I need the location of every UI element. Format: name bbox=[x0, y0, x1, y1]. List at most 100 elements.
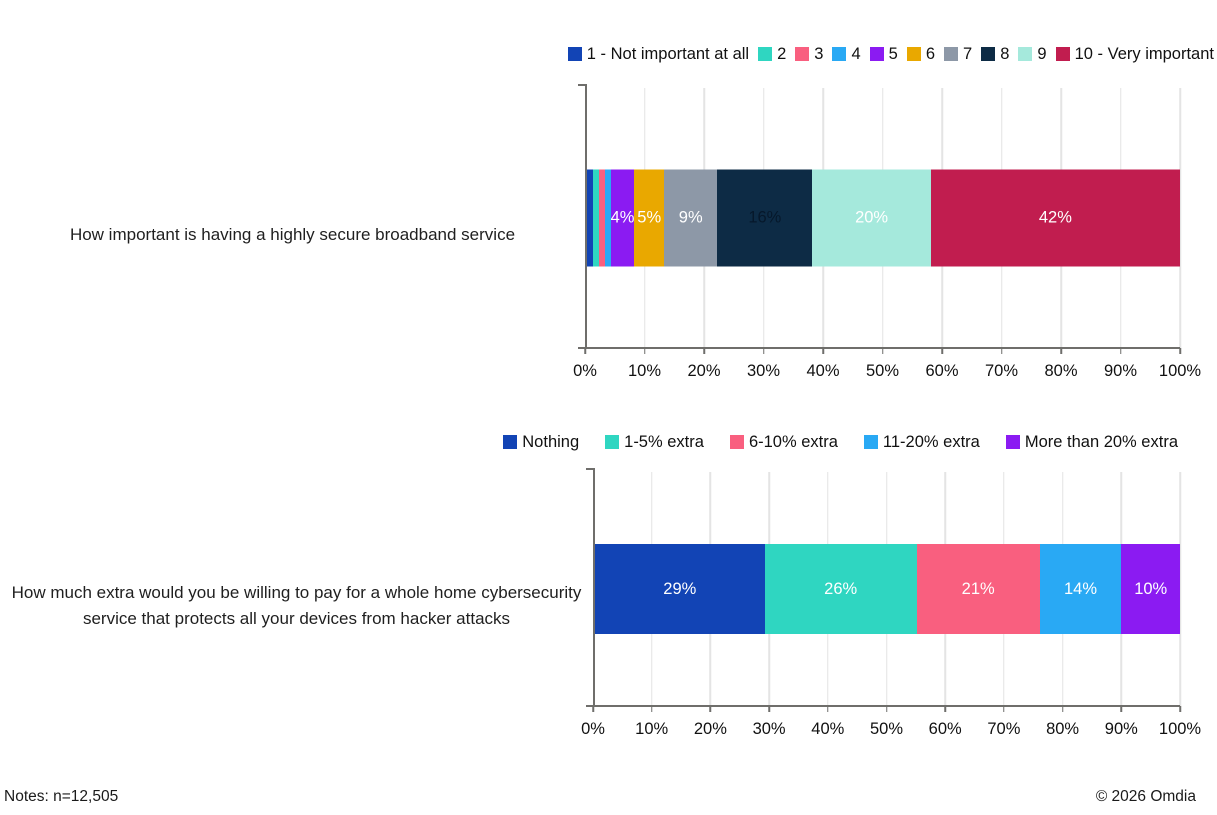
data-label: 26% bbox=[824, 579, 858, 598]
legend-item: 11-20% extra bbox=[863, 432, 980, 452]
legend-label: 1 - Not important at all bbox=[586, 44, 750, 63]
chart-body: How much extra would you be willing to p… bbox=[0, 468, 1217, 740]
stacked-bar: 4% 5% 9% 16% 20% 42% bbox=[587, 169, 1180, 267]
value-axis-tick bbox=[822, 348, 824, 354]
x-axis-tick-label: 40% bbox=[811, 720, 845, 738]
x-axis-tick-label: 40% bbox=[806, 362, 840, 380]
legend-swatch-icon bbox=[944, 47, 959, 61]
bar-segment: 10% bbox=[1121, 544, 1180, 634]
legend-swatch-icon bbox=[1005, 435, 1020, 449]
legend-item: 7 bbox=[944, 45, 972, 64]
data-label: 42% bbox=[1038, 208, 1072, 227]
bar-segment: 29% bbox=[595, 544, 765, 634]
category-axis-tick bbox=[578, 84, 585, 86]
legend-swatch-icon bbox=[503, 435, 518, 449]
legend-swatch-icon bbox=[863, 435, 878, 449]
value-axis-tick bbox=[584, 348, 586, 354]
category-axis-line bbox=[593, 468, 595, 706]
legend: 1 - Not important at all 2 3 4 5 6 7 8 9 10 - Ver… bbox=[0, 44, 1217, 64]
bar-segment: 16% bbox=[717, 169, 813, 267]
legend-item: 1-5% extra bbox=[605, 433, 704, 452]
bar-segment: 9% bbox=[664, 169, 718, 267]
footer-copyright: © 2026 Omdia bbox=[1095, 788, 1196, 805]
chart-broadband-security-importance: 1 - Not important at all 2 3 4 5 6 7 8 9 10 - Ver… bbox=[0, 44, 1217, 382]
value-axis-tick bbox=[1060, 348, 1062, 354]
legend-swatch-icon bbox=[981, 47, 996, 61]
x-axis-tick-label: 0% bbox=[573, 362, 597, 380]
value-axis-line bbox=[578, 347, 1180, 349]
value-axis-tick bbox=[1000, 348, 1003, 354]
legend-item: 10 - Very important bbox=[1055, 44, 1214, 64]
legend-swatch-icon bbox=[869, 47, 884, 61]
x-axis-tick-label: 70% bbox=[987, 720, 1021, 738]
bar-segment: 14% bbox=[1039, 544, 1122, 634]
x-axis-tick-label: 90% bbox=[1104, 720, 1138, 738]
chart-willingness-to-pay: Nothing 1-5% extra 6-10% extra 11-20% extra… bbox=[0, 432, 1217, 740]
legend-swatch-icon bbox=[906, 47, 921, 61]
plot-area: 29% 26% 21% 14% 10% bbox=[586, 468, 1181, 712]
x-axis-tick-label: 80% bbox=[1046, 720, 1080, 738]
bar-segment: 4% bbox=[610, 169, 635, 267]
bar-segment: 42% bbox=[930, 169, 1180, 267]
x-axis-tick-label: 60% bbox=[928, 720, 962, 738]
x-axis-tick-label: 20% bbox=[693, 720, 727, 738]
legend-label: 6-10% extra bbox=[748, 432, 838, 451]
legend-label: 5 bbox=[888, 44, 898, 63]
value-axis-tick bbox=[592, 706, 594, 712]
x-axis-tick-label: 60% bbox=[925, 362, 959, 380]
footer: Notes: n=12,505 © 2026 Omdia bbox=[4, 788, 1196, 806]
value-axis-tick bbox=[709, 706, 712, 712]
value-axis-tick bbox=[881, 348, 884, 354]
legend-label: 10 - Very important bbox=[1074, 44, 1214, 63]
plot-area: 4% 5% 9% 16% 20% 42% bbox=[578, 84, 1181, 354]
x-axis-tick-label: 30% bbox=[752, 720, 786, 738]
x-axis-tick-label: 20% bbox=[687, 362, 721, 380]
legend-item: 8 bbox=[981, 45, 1009, 64]
footer-notes: Notes: n=12,505 bbox=[4, 788, 119, 805]
legend: Nothing 1-5% extra 6-10% extra 11-20% extra… bbox=[0, 432, 1217, 452]
x-axis-tick-label: 100% bbox=[1158, 362, 1202, 380]
bar-segment: 26% bbox=[764, 544, 917, 634]
data-label: 16% bbox=[748, 208, 782, 227]
data-label: 10% bbox=[1134, 579, 1168, 598]
legend-label: 7 bbox=[963, 44, 973, 63]
chart-body: How important is having a highly secure … bbox=[0, 84, 1217, 382]
legend-swatch-icon bbox=[795, 47, 810, 61]
x-axis-labels: 0% 10% 20% 30% 40% 50% 60% 70% 80% 90% 100% bbox=[581, 720, 1201, 740]
legend-item: 4 bbox=[832, 44, 861, 64]
value-axis-tick bbox=[1061, 706, 1064, 712]
value-axis-tick bbox=[885, 706, 888, 712]
x-axis-tick-label: 0% bbox=[581, 720, 605, 738]
value-axis-tick bbox=[768, 706, 770, 712]
legend-item: 9 bbox=[1018, 44, 1047, 64]
data-label: 20% bbox=[855, 208, 889, 227]
x-axis-labels: 0% 10% 20% 30% 40% 50% 60% 70% 80% 90% 100% bbox=[573, 362, 1201, 382]
x-axis-tick-label: 100% bbox=[1158, 720, 1202, 738]
value-axis-tick bbox=[650, 706, 653, 712]
value-axis-tick bbox=[944, 706, 946, 712]
value-axis-tick bbox=[941, 348, 943, 354]
data-label: 14% bbox=[1064, 579, 1098, 598]
legend-label: 6 bbox=[925, 44, 936, 63]
legend-item: More than 20% extra bbox=[1005, 432, 1178, 452]
legend-label: 3 bbox=[814, 44, 824, 63]
legend-swatch-icon bbox=[1018, 47, 1033, 61]
legend-label: 11-20% extra bbox=[882, 432, 980, 451]
stacked-bar: 29% 26% 21% 14% 10% bbox=[595, 544, 1180, 634]
data-label: 4% bbox=[610, 208, 635, 227]
value-axis-tick bbox=[643, 348, 646, 354]
legend-item: Nothing bbox=[503, 433, 579, 452]
legend-label: More than 20% extra bbox=[1024, 432, 1178, 451]
legend-label: 9 bbox=[1037, 44, 1047, 63]
x-axis-tick-label: 30% bbox=[746, 362, 781, 380]
value-axis-tick bbox=[1179, 348, 1181, 354]
x-axis-tick-label: 50% bbox=[869, 720, 904, 738]
legend-label: 8 bbox=[1000, 44, 1010, 63]
legend-swatch-icon bbox=[1055, 47, 1070, 61]
legend-item: 6-10% extra bbox=[729, 432, 838, 452]
category-axis-line bbox=[585, 84, 587, 348]
legend-swatch-icon bbox=[729, 435, 744, 449]
legend-label: 4 bbox=[851, 44, 861, 63]
grid-line bbox=[1179, 88, 1181, 348]
